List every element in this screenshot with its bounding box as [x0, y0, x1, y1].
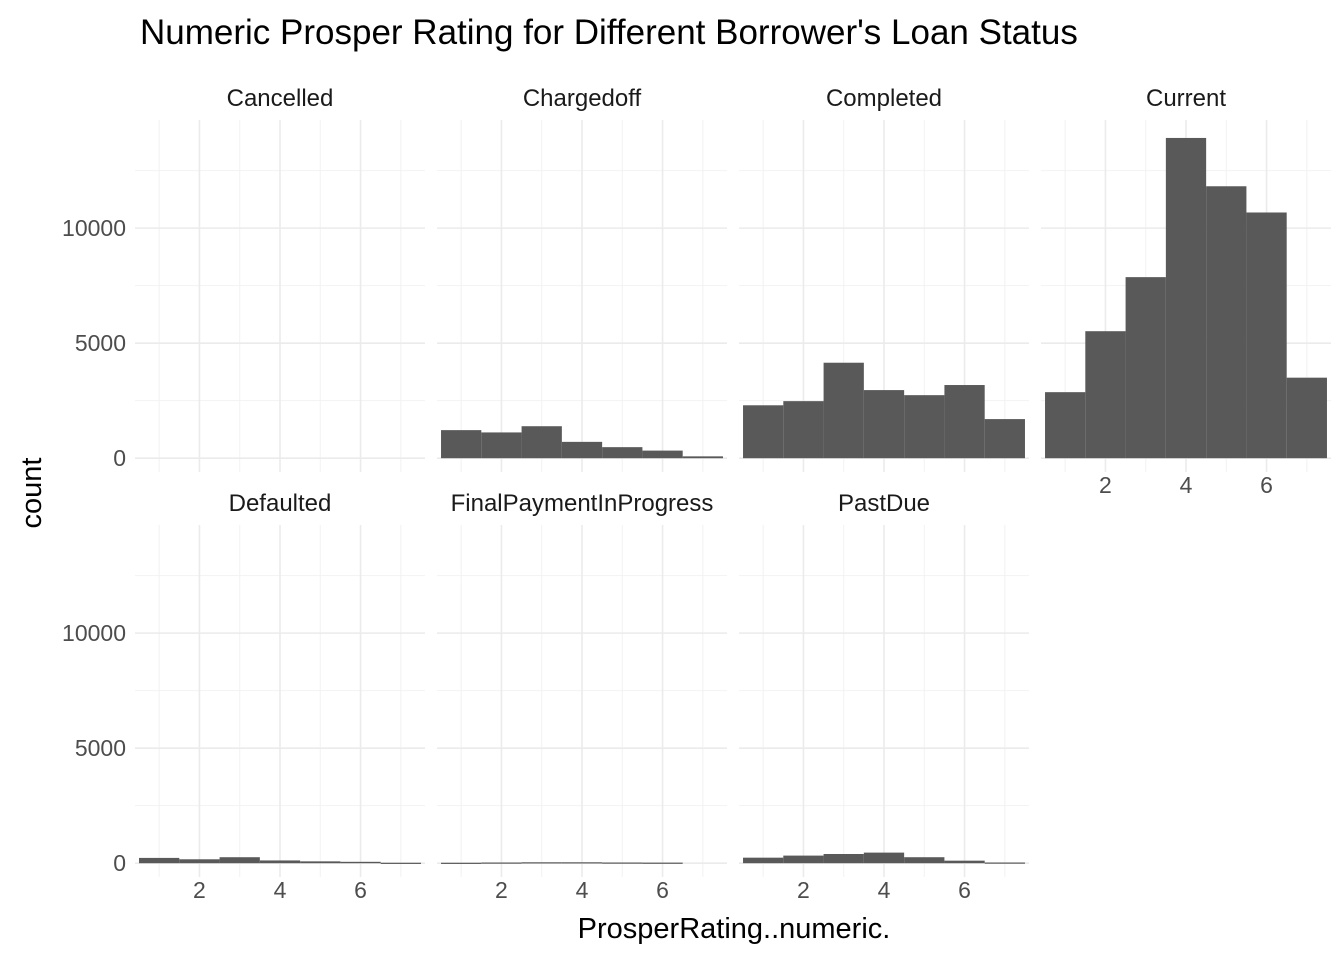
x-tick-label: 6: [656, 877, 669, 903]
facet-strip-label: Chargedoff: [523, 85, 642, 112]
x-tick-label: 4: [1180, 472, 1193, 498]
histogram-bar: [863, 390, 905, 459]
histogram-bar: [944, 860, 985, 864]
histogram-bar: [743, 405, 784, 459]
y-tick-label: 10000: [62, 215, 126, 241]
y-tick-label: 10000: [62, 620, 126, 646]
x-tick-label: 2: [1099, 472, 1112, 498]
facet-strip-label: PastDue: [838, 490, 930, 517]
histogram-bar: [521, 426, 562, 459]
histogram-bar: [481, 432, 522, 459]
histogram-bar: [1125, 277, 1166, 459]
y-axis-label: count: [16, 458, 48, 529]
histogram-bar: [944, 385, 985, 459]
histogram-bar: [904, 395, 945, 459]
facet-strip-label: FinalPaymentInProgress: [451, 490, 714, 517]
x-tick-label: 4: [576, 877, 589, 903]
histogram-bar: [521, 862, 562, 864]
facet-panel-cancelled: Cancelled 0 5000 10000: [62, 85, 425, 472]
x-tick-label: 2: [193, 877, 206, 903]
x-tick-label: 2: [495, 877, 508, 903]
histogram-bar: [602, 862, 643, 864]
x-tick-label: 2: [797, 877, 810, 903]
histogram-bar: [1206, 186, 1247, 459]
histogram-bar: [561, 862, 603, 864]
x-tick-label: 4: [878, 877, 891, 903]
histogram-bar: [441, 430, 482, 459]
histogram-bar: [682, 456, 723, 459]
histogram-bar: [380, 862, 421, 864]
histogram-bar: [1286, 377, 1327, 459]
facet-panel-current: Current 2 4 6: [1041, 85, 1331, 498]
histogram-bar: [904, 857, 945, 864]
histogram-bar: [561, 441, 603, 459]
histogram-bar: [139, 857, 180, 864]
facets-layer: Cancelled 0 5000 10000 Chargedoff Completed Cu…: [62, 85, 1331, 903]
x-tick-label: 6: [958, 877, 971, 903]
facet-panel-chargedoff: Chargedoff: [437, 85, 727, 472]
histogram-bar: [441, 862, 482, 864]
y-tick-label: 0: [113, 850, 126, 876]
facet-strip-label: Current: [1146, 85, 1226, 112]
y-tick-label: 5000: [75, 330, 126, 356]
histogram-bar: [863, 852, 905, 864]
y-tick-label: 0: [113, 445, 126, 471]
histogram-bar: [1085, 331, 1126, 459]
histogram-bar: [259, 860, 301, 864]
histogram-bar: [823, 362, 864, 459]
histogram-bar: [179, 859, 220, 864]
facet-strip-label: Completed: [826, 85, 942, 112]
facet-panel-defaulted: Defaulted 0 5000 10000 2 4 6: [62, 490, 425, 903]
histogram-bar: [984, 862, 1025, 864]
histogram-bar: [602, 447, 643, 459]
facet-panel-completed: Completed: [739, 85, 1029, 472]
histogram-bar: [783, 855, 824, 864]
histogram-bar: [1165, 137, 1207, 459]
x-tick-label: 4: [274, 877, 287, 903]
x-tick-label: 6: [1260, 472, 1273, 498]
x-tick-label: 6: [354, 877, 367, 903]
histogram-bar: [642, 862, 683, 864]
histogram-bar: [984, 419, 1025, 459]
chart-title: Numeric Prosper Rating for Different Bor…: [140, 13, 1078, 52]
histogram-bar: [783, 401, 824, 459]
facet-strip-label: Cancelled: [227, 85, 334, 112]
histogram-bar: [743, 857, 784, 864]
histogram-bar: [823, 853, 864, 864]
y-tick-label: 5000: [75, 735, 126, 761]
facet-panel-pastdue: PastDue 2 4 6: [739, 490, 1029, 903]
facet-strip-label: Defaulted: [229, 490, 332, 517]
histogram-bar: [219, 857, 260, 864]
facet-panel-finalpaymentinprogress: FinalPaymentInProgress 2 4 6: [437, 490, 727, 903]
histogram-bar: [1246, 212, 1287, 459]
histogram-bar: [1045, 392, 1086, 459]
histogram-bar: [481, 862, 522, 864]
x-axis-label: ProsperRating..numeric.: [578, 913, 891, 945]
histogram-bar: [340, 861, 381, 864]
histogram-bar: [642, 450, 683, 459]
histogram-bar: [300, 861, 341, 864]
